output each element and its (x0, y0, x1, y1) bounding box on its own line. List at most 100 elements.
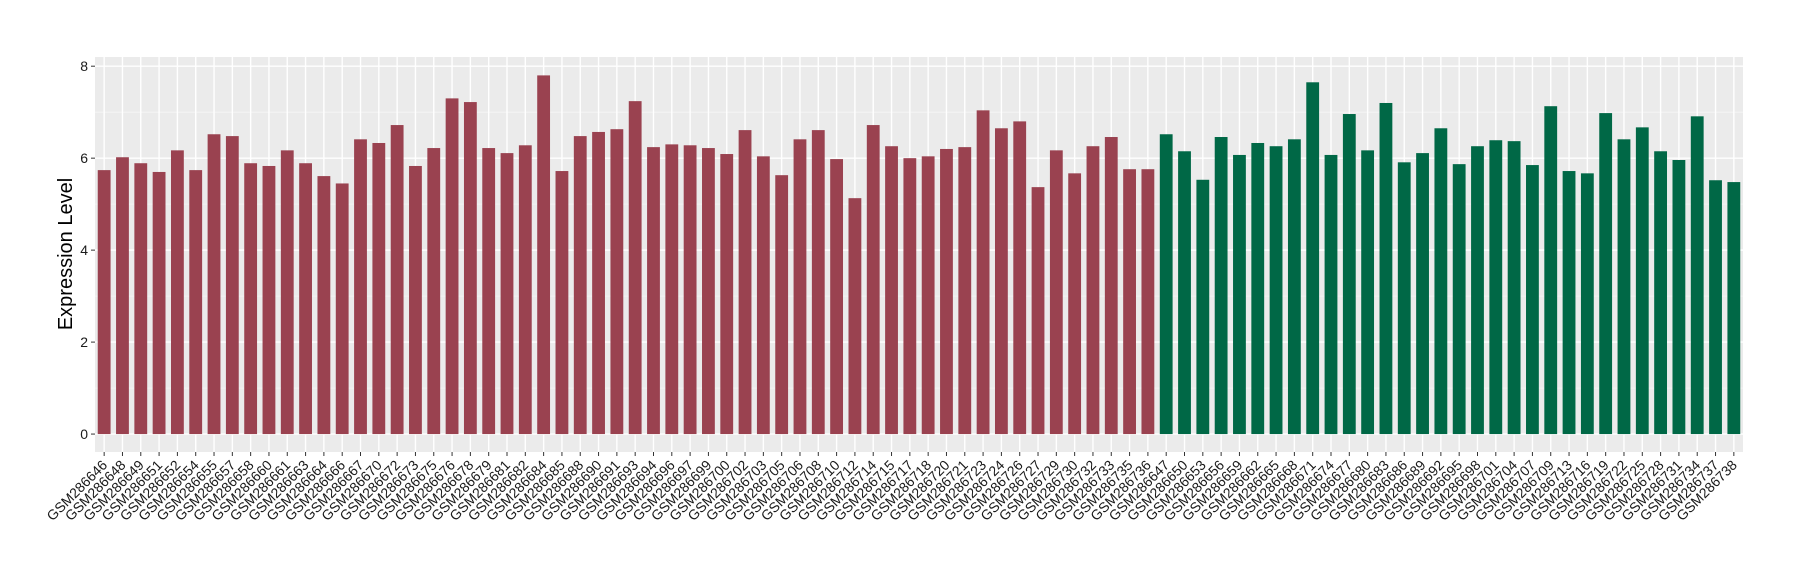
bar-GSM286675 (427, 148, 441, 435)
bars (97, 75, 1741, 435)
bar-GSM286690 (592, 131, 605, 435)
bar-GSM286673 (409, 165, 422, 435)
bar-GSM286708 (811, 130, 825, 435)
bar-GSM286701 (1489, 140, 1503, 435)
bar-GSM286651 (152, 171, 166, 435)
bar-GSM286726 (1013, 121, 1027, 435)
bar-GSM286735 (1123, 169, 1136, 435)
bar-GSM286652 (170, 150, 184, 435)
bar-GSM286655 (207, 134, 221, 435)
bar-GSM286679 (482, 148, 496, 435)
bar-GSM286720 (940, 148, 953, 435)
bar-GSM286727 (1031, 187, 1045, 435)
bar-GSM286650 (1178, 151, 1191, 435)
bar-GSM286681 (500, 153, 514, 435)
bar-GSM286695 (1452, 164, 1466, 435)
bar-GSM286710 (830, 159, 844, 435)
bar-GSM286692 (1434, 128, 1448, 435)
bar-GSM286729 (1049, 150, 1063, 435)
bar-GSM286725 (1635, 127, 1649, 435)
bar-GSM286667 (354, 139, 367, 435)
bar-GSM286714 (866, 125, 880, 435)
bar-GSM286698 (1471, 146, 1484, 435)
bar-GSM286721 (958, 147, 972, 435)
bar-GSM286724 (994, 128, 1008, 435)
y-tick-label: 8 (80, 58, 88, 74)
bar-GSM286719 (1599, 113, 1613, 435)
bar-GSM286664 (317, 176, 331, 435)
bar-GSM286722 (1617, 139, 1631, 435)
bar-GSM286657 (225, 136, 239, 435)
bar-GSM286696 (665, 144, 679, 435)
bar-GSM286704 (1507, 141, 1521, 435)
bar-GSM286663 (299, 163, 312, 435)
bar-GSM286671 (1306, 82, 1320, 435)
bar-GSM286702 (738, 130, 752, 435)
bar-GSM286660 (262, 165, 276, 435)
bar-GSM286678 (463, 102, 477, 435)
bar-GSM286689 (1416, 153, 1429, 435)
bar-GSM286713 (1562, 171, 1576, 435)
bar-GSM286705 (775, 175, 789, 435)
bar-GSM286659 (1233, 154, 1246, 435)
bar-GSM286670 (372, 142, 386, 435)
bar-GSM286738 (1727, 182, 1741, 435)
bar-GSM286665 (1269, 146, 1283, 435)
bar-GSM286685 (555, 171, 569, 435)
bar-GSM286658 (244, 163, 258, 435)
bar-GSM286728 (1654, 151, 1668, 435)
bar-GSM286647 (1159, 134, 1173, 435)
bar-GSM286712 (848, 198, 862, 435)
bar-GSM286736 (1141, 169, 1155, 435)
bar-GSM286661 (280, 150, 294, 435)
bar-GSM286653 (1196, 179, 1210, 435)
bar-GSM286734 (1690, 116, 1704, 435)
bar-GSM286654 (189, 170, 203, 435)
bar-GSM286709 (1544, 106, 1558, 435)
bar-GSM286707 (1526, 165, 1539, 435)
bar-GSM286731 (1672, 160, 1686, 435)
bar-GSM286662 (1251, 142, 1265, 435)
bar-GSM286691 (610, 129, 624, 435)
bar-GSM286723 (976, 110, 990, 435)
bar-GSM286677 (1342, 114, 1356, 435)
bar-GSM286648 (116, 157, 129, 435)
bar-GSM286697 (683, 145, 697, 435)
bar-GSM286706 (793, 139, 807, 435)
bar-GSM286646 (97, 170, 111, 435)
plot-panel (95, 57, 1743, 452)
y-tick-label: 6 (80, 150, 88, 166)
bar-GSM286718 (921, 156, 935, 435)
bar-GSM286693 (628, 101, 642, 435)
bar-GSM286666 (335, 183, 349, 435)
bar-GSM286700 (720, 154, 734, 435)
bar-GSM286672 (390, 125, 404, 435)
bar-GSM286716 (1580, 173, 1594, 435)
bar-GSM286733 (1104, 137, 1118, 435)
bar-GSM286674 (1324, 154, 1338, 435)
y-axis: 0 2 4 6 8 (80, 58, 95, 442)
bar-GSM286682 (518, 145, 532, 435)
bar-GSM286684 (537, 75, 551, 435)
bar-GSM286683 (1379, 102, 1393, 435)
bar-GSM286737 (1709, 180, 1722, 435)
bar-GSM286715 (885, 146, 898, 435)
bar-GSM286703 (756, 156, 770, 435)
bar-GSM286717 (903, 158, 917, 435)
y-tick-label: 2 (80, 334, 88, 350)
bar-GSM286649 (134, 163, 148, 435)
bar-GSM286732 (1086, 146, 1100, 435)
y-axis-title: Expression Level (55, 178, 77, 330)
bar-GSM286676 (445, 98, 459, 435)
y-tick-label: 0 (80, 426, 88, 442)
bar-GSM286699 (702, 148, 715, 435)
bar-GSM286730 (1068, 173, 1082, 435)
bar-GSM286694 (647, 147, 660, 435)
bar-GSM286668 (1287, 139, 1301, 435)
bar-GSM286688 (573, 136, 587, 435)
bar-GSM286656 (1214, 137, 1228, 435)
bar-GSM286686 (1397, 162, 1411, 435)
bar-GSM286680 (1361, 150, 1375, 435)
x-axis: GSM286646GSM286648GSM286649GSM286651GSM2… (43, 452, 1740, 524)
